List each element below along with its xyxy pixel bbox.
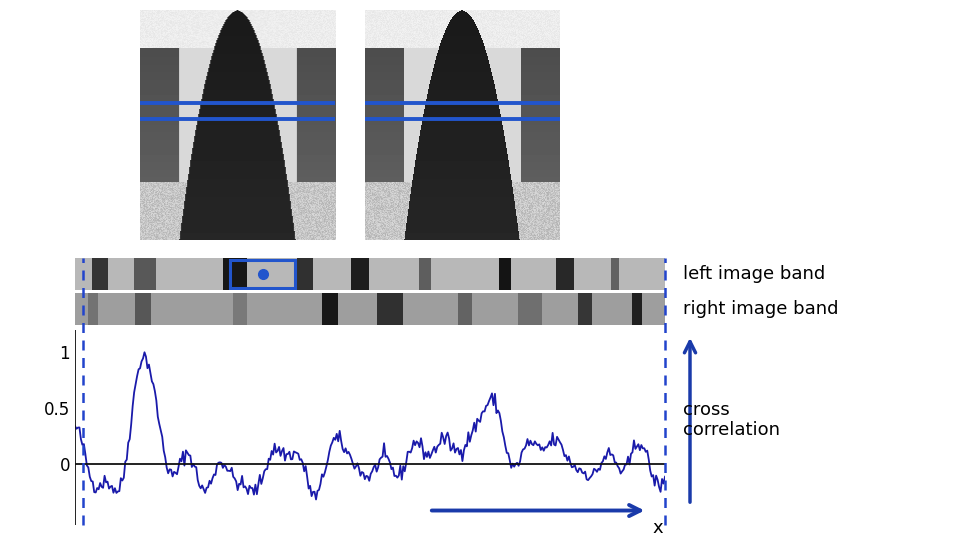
Text: cross
correlation: cross correlation bbox=[683, 401, 780, 440]
Bar bbox=[230, 260, 295, 288]
Text: left image band: left image band bbox=[683, 265, 826, 283]
Text: right image band: right image band bbox=[683, 300, 838, 318]
Text: x: x bbox=[653, 519, 663, 537]
